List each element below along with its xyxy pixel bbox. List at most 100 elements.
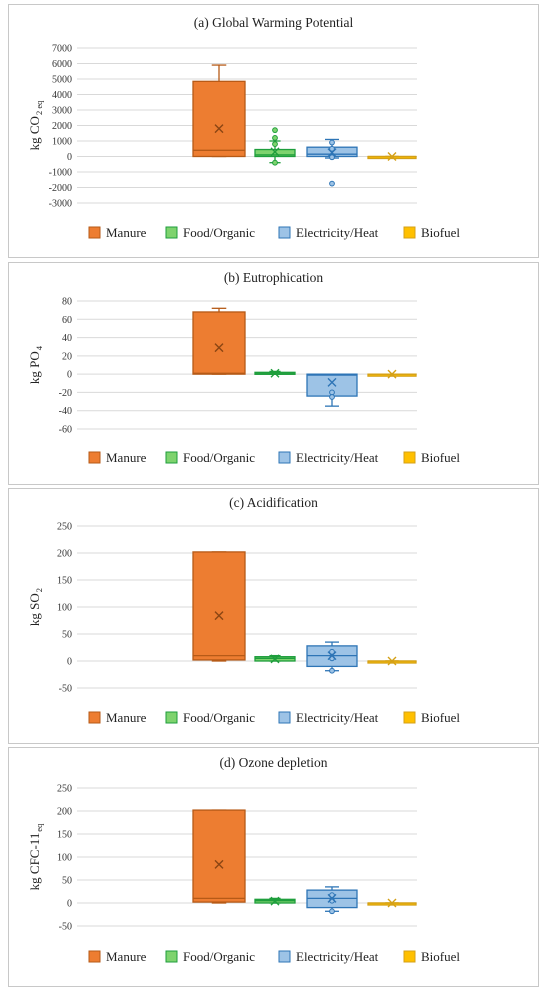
y-tick-label: -1000: [49, 168, 72, 179]
box-food-organic: [254, 896, 296, 906]
y-axis-label: kg SO2: [27, 588, 44, 626]
legend-swatch: [165, 451, 178, 464]
legend-swatch: [278, 226, 291, 239]
legend-swatch: [88, 711, 101, 724]
y-tick-label: 200: [57, 807, 72, 818]
legend-swatch: [403, 226, 416, 239]
legend-swatch: [278, 711, 291, 724]
data-point: [329, 139, 335, 146]
y-axis-label: kg CFC-11eq: [27, 823, 44, 890]
legend-label: Electricity/Heat: [296, 949, 379, 964]
y-tick-label: 0: [67, 657, 72, 668]
mean-marker: [327, 893, 337, 903]
y-tick-label: 200: [57, 549, 72, 560]
box-manure: [192, 809, 246, 904]
legend-item-manure: Manure: [88, 949, 147, 964]
legend-swatch: [403, 451, 416, 464]
y-tick-label: -40: [59, 406, 72, 417]
legend-item-manure: Manure: [88, 450, 147, 465]
chart-title: (c) Acidification: [229, 495, 318, 510]
box-iqr: [192, 809, 246, 903]
data-point: [272, 135, 278, 141]
legend-label: Food/Organic: [183, 450, 255, 465]
legend-item-biofuel: Biofuel: [403, 225, 460, 240]
legend-swatch: [88, 950, 101, 963]
y-tick-label: 20: [62, 351, 72, 362]
legend-item-biofuel: Biofuel: [403, 450, 460, 465]
legend-item-food-organic: Food/Organic: [165, 710, 255, 725]
box-biofuel: [367, 152, 417, 161]
box-biofuel: [367, 898, 417, 908]
legend-swatch: [403, 711, 416, 724]
y-axis-label: kg CO2 eq: [27, 100, 44, 150]
legend-swatch: [165, 950, 178, 963]
box-electricity-heat: [306, 641, 358, 674]
box-electricity-heat: [306, 373, 358, 407]
legend-swatch: [88, 226, 101, 239]
data-point: [329, 908, 335, 915]
data-point: [272, 141, 278, 148]
y-tick-label: 250: [57, 522, 72, 533]
y-axis-label-subscript: 4: [34, 345, 44, 350]
panel-a: (a) Global Warming Potential kg CO2 eq 700…: [8, 4, 539, 258]
box-iqr: [192, 311, 246, 375]
y-tick-label: -60: [59, 425, 72, 436]
box-manure: [192, 551, 246, 662]
chart-ozone-depletion: (d) Ozone depletion kg CFC-11eq 250 200 150 1…: [27, 755, 460, 964]
y-tick-label: 7000: [52, 44, 72, 55]
legend-swatch: [403, 950, 416, 963]
y-tick-label: 100: [57, 853, 72, 864]
y-tick-label: 0: [67, 899, 72, 910]
y-tick-label: 5000: [52, 75, 72, 86]
legend-item-electricity-heat: Electricity/Heat: [278, 949, 379, 964]
y-tick-label: 50: [62, 630, 72, 641]
legend-item-electricity-heat: Electricity/Heat: [278, 225, 379, 240]
y-tick-label: 2000: [52, 121, 72, 132]
box-food-organic: [254, 127, 296, 166]
box-food-organic: [254, 368, 296, 378]
y-axis-label-main: kg SO: [27, 593, 42, 626]
panel-c: (c) Acidification kg SO2 250 200 150 100 50 0 -5…: [8, 488, 539, 744]
mean-marker: [327, 377, 337, 387]
legend-swatch: [165, 226, 178, 239]
box-iqr: [254, 148, 296, 158]
y-tick-label: 3000: [52, 106, 72, 117]
data-point: [329, 648, 335, 655]
legend-label: Biofuel: [421, 225, 460, 240]
y-tick-label: 80: [62, 297, 72, 308]
data-point: [329, 667, 335, 674]
y-tick-label: 40: [62, 333, 72, 344]
legend-label: Electricity/Heat: [296, 450, 379, 465]
panel-d: (d) Ozone depletion kg CFC-11eq 250 200 150 1…: [8, 747, 539, 987]
mean-marker: [327, 651, 337, 661]
box-biofuel: [367, 656, 417, 666]
legend-label: Manure: [106, 949, 147, 964]
legend-label: Electricity/Heat: [296, 710, 379, 725]
mean-marker: [387, 152, 397, 161]
data-point: [329, 180, 335, 187]
legend-label: Manure: [106, 225, 147, 240]
y-tick-label: -2000: [49, 183, 72, 194]
y-tick-label: -50: [59, 922, 72, 933]
box-biofuel: [367, 369, 417, 379]
y-axis-label-main: kg CFC-11: [27, 833, 42, 891]
legend-label: Biofuel: [421, 949, 460, 964]
mean-marker: [387, 898, 397, 908]
legend-item-food-organic: Food/Organic: [165, 949, 255, 964]
legend-swatch: [278, 451, 291, 464]
box-manure: [192, 64, 246, 158]
legend-item-biofuel: Biofuel: [403, 710, 460, 725]
chart-acidification: (c) Acidification kg SO2 250 200 150 100 50 0 -5…: [27, 495, 460, 725]
box-food-organic: [254, 654, 296, 664]
y-axis-label-subscript: 2 eq: [34, 100, 44, 115]
data-point: [329, 394, 335, 400]
chart-title: (d) Ozone depletion: [220, 755, 328, 770]
mean-marker: [214, 859, 224, 869]
legend-item-electricity-heat: Electricity/Heat: [278, 450, 379, 465]
y-tick-label: -20: [59, 388, 72, 399]
legend-item-manure: Manure: [88, 225, 147, 240]
y-axis-label-subscript: 2: [34, 588, 44, 592]
legend-label: Electricity/Heat: [296, 225, 379, 240]
y-axis-label-main: kg PO: [27, 351, 42, 384]
box-iqr: [192, 80, 246, 158]
